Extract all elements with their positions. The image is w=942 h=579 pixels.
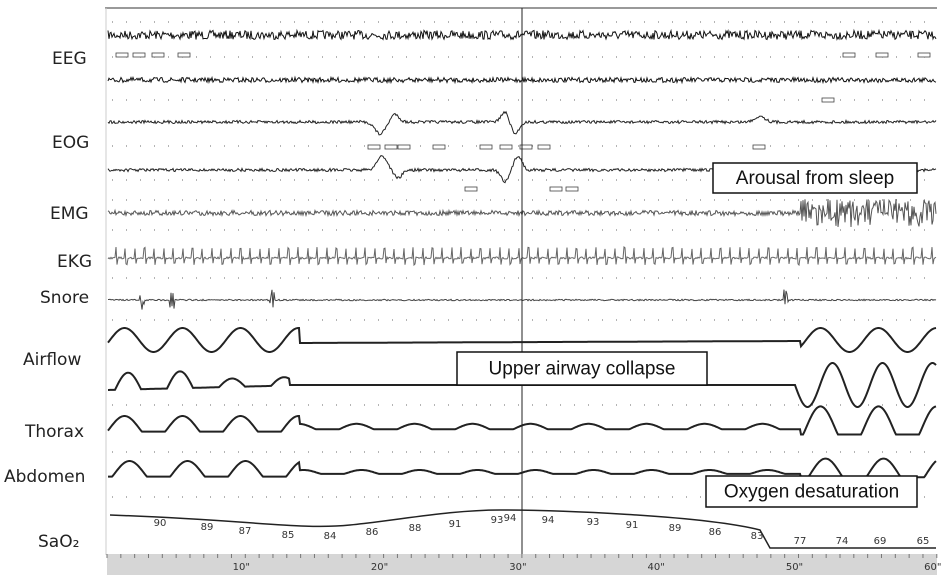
event-marker <box>384 144 398 150</box>
time-bar <box>107 554 937 575</box>
sao2-reading: 91 <box>449 519 462 530</box>
event-marker <box>177 52 191 58</box>
event-marker <box>917 52 931 58</box>
sao2-reading: 87 <box>239 526 252 537</box>
channel-label: Snore <box>40 288 89 308</box>
event-marker <box>821 97 835 103</box>
channel-label: SaO₂ <box>38 532 79 552</box>
event-marker <box>397 144 411 150</box>
event-marker <box>752 144 766 150</box>
channel-label: EOG <box>52 133 89 153</box>
sao2-reading: 74 <box>836 536 849 547</box>
channel-labels: EEG EOG EMG EKG Snore Airflow Thorax Abdomen SaO… <box>4 49 92 552</box>
channel-label: EMG <box>50 204 89 224</box>
event-marker <box>537 144 551 150</box>
sao2-readings: 90 89 87 85 84 86 88 91 93 94 94 93 91 89 86 83 77 74 69 65 <box>154 513 930 547</box>
annotation-box <box>705 475 918 508</box>
annotations: Arousal from sleep Upper airway collapse O… <box>456 162 918 508</box>
time-axis: 10" 20" 30" 40" 50" 60" <box>106 554 941 573</box>
channel-label: EKG <box>57 252 92 272</box>
channel-label: Abdomen <box>4 467 85 487</box>
sao2-reading: 85 <box>282 530 295 541</box>
sao2-reading: 88 <box>409 523 422 534</box>
channel-label: EEG <box>52 49 87 69</box>
sao2-reading: 94 <box>542 515 555 526</box>
annotation-text: Arousal from sleep <box>736 168 894 189</box>
sao2-reading: 83 <box>751 531 764 542</box>
event-marker <box>842 52 856 58</box>
annotation-text: Upper airway collapse <box>489 359 676 380</box>
event-marker <box>875 52 889 58</box>
event-marker <box>132 52 146 58</box>
annotation-box <box>712 162 918 194</box>
sao2-reading: 94 <box>504 513 517 524</box>
sao2-reading: 93 <box>587 517 600 528</box>
sao2-reading: 84 <box>324 531 337 542</box>
sao2-reading: 89 <box>201 522 214 533</box>
event-marker <box>115 52 129 58</box>
event-marker <box>499 144 513 150</box>
time-label: 30" <box>509 562 526 573</box>
time-label: 20" <box>371 562 388 573</box>
sao2-curve <box>109 509 936 549</box>
event-marker <box>367 144 381 150</box>
time-label: 50" <box>786 562 803 573</box>
sao2-reading: 91 <box>626 520 639 531</box>
time-label: 10" <box>233 562 250 573</box>
sao2-reading: 89 <box>669 523 682 534</box>
sao2-reading: 86 <box>366 527 379 538</box>
event-marker <box>549 186 563 192</box>
annotation-text: Oxygen desaturation <box>724 482 899 503</box>
event-marker <box>519 144 533 150</box>
sao2-reading: 69 <box>874 536 887 547</box>
sao2-reading: 90 <box>154 518 167 529</box>
event-marker <box>151 52 165 58</box>
sao2-reading: 65 <box>917 536 930 547</box>
sao2-reading: 77 <box>794 536 807 547</box>
channel-label: Airflow <box>23 350 81 370</box>
sao2-reading: 86 <box>709 527 722 538</box>
time-label: 40" <box>648 562 665 573</box>
event-marker <box>565 186 579 192</box>
event-marker <box>464 186 478 192</box>
event-marker <box>479 144 493 150</box>
time-label: 60" <box>924 562 941 573</box>
event-marker <box>432 144 446 150</box>
channel-label: Thorax <box>24 422 84 442</box>
sao2-reading: 93 <box>491 515 504 526</box>
annotation-box <box>456 351 708 386</box>
